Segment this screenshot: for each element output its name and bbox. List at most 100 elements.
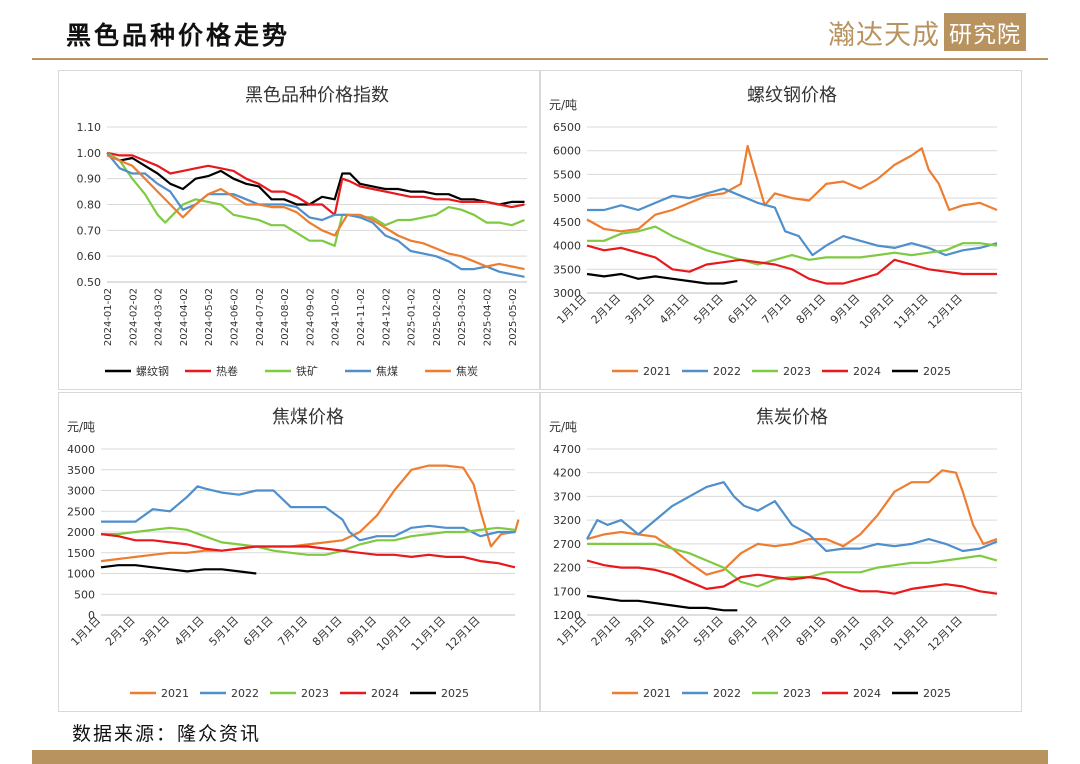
y-tick-label: 1200 xyxy=(553,609,581,622)
series-line-2024 xyxy=(100,533,516,569)
logo-box-text: 研究院 xyxy=(944,13,1026,51)
x-tick-label: 6月1日 xyxy=(725,292,760,327)
x-tick-label: 6月1日 xyxy=(241,614,276,649)
x-tick-label: 5月1日 xyxy=(691,292,726,327)
x-tick-label: 3月1日 xyxy=(623,292,658,327)
x-tick-label: 8月1日 xyxy=(794,292,829,327)
y-tick-label: 2000 xyxy=(67,526,95,539)
x-tick-label: 2025-03-02 xyxy=(457,288,468,346)
legend-label: 2022 xyxy=(713,687,741,700)
chart-title: 螺纹钢价格 xyxy=(747,85,837,106)
y-tick-label: 0.90 xyxy=(77,173,102,186)
company-logo: 瀚达天成 研究院 xyxy=(828,12,1026,52)
legend-label: 2023 xyxy=(783,687,811,700)
y-tick-label: 5000 xyxy=(553,192,581,205)
series-line-2025 xyxy=(586,594,738,612)
legend-label: 2021 xyxy=(643,365,671,378)
y-tick-label: 0.60 xyxy=(77,250,102,263)
y-tick-label: 0.70 xyxy=(77,224,102,237)
x-tick-label: 12月1日 xyxy=(925,614,965,654)
y-tick-label: 3700 xyxy=(553,490,581,503)
legend-label: 2024 xyxy=(853,365,881,378)
legend-label: 2025 xyxy=(923,687,951,700)
series-line-2023 xyxy=(587,225,998,266)
x-tick-label: 2024-02-02 xyxy=(128,288,139,346)
legend-label: 焦炭 xyxy=(456,365,478,378)
x-tick-label: 5月1日 xyxy=(691,614,726,649)
legend-label: 2022 xyxy=(231,687,259,700)
x-tick-label: 7月1日 xyxy=(759,292,794,327)
series-line-螺纹钢 xyxy=(106,151,525,206)
x-tick-label: 10月1日 xyxy=(857,292,897,332)
page-title: 黑色品种价格走势 xyxy=(66,21,291,50)
data-source: 数据来源：隆众资讯 xyxy=(72,723,262,745)
series-line-2023 xyxy=(587,542,998,588)
chart-panel-rebar: 螺纹钢价格 元/吨 3000 3500 4000 4500 5000 5500 6000 6500… xyxy=(540,70,1022,390)
footer-bar xyxy=(32,750,1048,764)
x-tick-label: 7月1日 xyxy=(275,614,310,649)
y-tick-label: 1000 xyxy=(67,568,95,581)
y-tick-label: 6500 xyxy=(553,121,581,134)
x-tick-label: 2025-05-02 xyxy=(508,288,519,346)
y-tick-label: 2200 xyxy=(553,562,581,575)
y-tick-label: 1.00 xyxy=(77,147,102,160)
x-tick-label: 2025-04-02 xyxy=(483,288,494,346)
x-tick-label: 6月1日 xyxy=(725,614,760,649)
x-tick-label: 2024-09-02 xyxy=(305,288,316,346)
y-tick-label: 4700 xyxy=(553,443,581,456)
series-line-2021 xyxy=(586,469,998,576)
x-tick-label: 4月1日 xyxy=(172,614,207,649)
x-tick-label: 11月1日 xyxy=(891,292,931,332)
y-tick-label: 2500 xyxy=(67,505,95,518)
series-line-2021 xyxy=(586,144,998,233)
x-tick-label: 11月1日 xyxy=(409,614,449,654)
x-tick-label: 2025-02-02 xyxy=(432,288,443,346)
x-tick-label: 2024-11-02 xyxy=(356,288,367,346)
y-tick-label: 1700 xyxy=(553,585,581,598)
series-line-铁矿 xyxy=(106,151,525,247)
chart-svg: 黑色品种价格指数 0.50 0.60 0.70 0.80 0.90 1.00 1.10 2024… xyxy=(77,85,527,378)
y-tick-label: 0.80 xyxy=(77,199,102,212)
y-axis-unit-label: 元/吨 xyxy=(549,98,577,112)
y-tick-label: 1.10 xyxy=(77,121,102,134)
y-tick-label: 500 xyxy=(74,588,95,601)
x-tick-label: 3月1日 xyxy=(623,614,658,649)
legend-label: 2021 xyxy=(161,687,189,700)
x-tick-label: 3月1日 xyxy=(137,614,172,649)
x-tick-label: 1月1日 xyxy=(68,614,103,649)
chart-title: 黑色品种价格指数 xyxy=(245,85,389,106)
x-tick-label: 2024-12-02 xyxy=(381,288,392,346)
chart-title: 焦炭价格 xyxy=(756,407,828,428)
y-tick-label: 3500 xyxy=(67,464,95,477)
y-tick-label: 4200 xyxy=(553,467,581,480)
x-tick-label: 7月1日 xyxy=(759,614,794,649)
x-tick-label: 2025-01-02 xyxy=(407,288,418,346)
legend-label: 焦煤 xyxy=(376,365,398,378)
x-tick-label: 2月1日 xyxy=(103,614,138,649)
legend-label: 2022 xyxy=(713,365,741,378)
series-line-2023 xyxy=(101,526,516,556)
x-tick-label: 5月1日 xyxy=(206,614,241,649)
series-line-2022 xyxy=(101,485,515,542)
series-line-2025 xyxy=(100,564,257,575)
y-tick-label: 3000 xyxy=(67,485,95,498)
x-tick-label: 8月1日 xyxy=(794,614,829,649)
legend-label: 2025 xyxy=(923,365,951,378)
y-tick-label: 1500 xyxy=(67,547,95,560)
series-line-焦炭 xyxy=(106,154,525,271)
y-tick-label: 0 xyxy=(88,609,95,622)
series-line-2024 xyxy=(586,244,997,285)
y-tick-label: 5500 xyxy=(553,168,581,181)
y-tick-label: 3200 xyxy=(553,514,581,527)
y-tick-label: 4000 xyxy=(67,443,95,456)
chart-panel-coke: 焦炭价格 元/吨 1200 1700 2200 2700 3200 3700 4200 4700 1… xyxy=(540,392,1022,712)
x-tick-label: 2024-03-02 xyxy=(154,288,165,346)
legend-label: 螺纹钢 xyxy=(136,364,169,378)
y-tick-label: 4000 xyxy=(553,240,581,253)
x-tick-label: 2024-08-02 xyxy=(280,288,291,346)
x-tick-label: 12月1日 xyxy=(443,614,483,654)
legend-label: 2023 xyxy=(783,365,811,378)
series-line-2022 xyxy=(587,187,998,257)
chart-panel-coking-coal: 焦煤价格 元/吨 0 500 1000 1500 2000 2500 3000 3500 4000 1… xyxy=(58,392,540,712)
